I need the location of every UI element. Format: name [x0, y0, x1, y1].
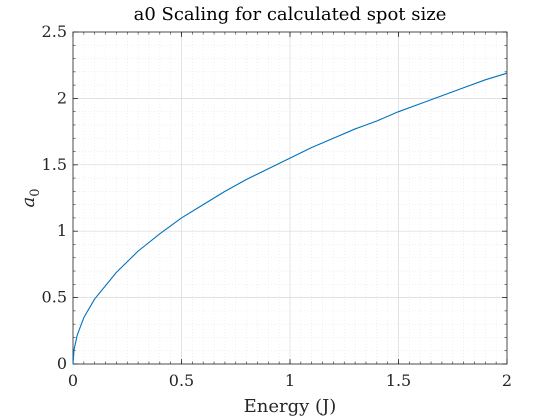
- series-layer: [72, 72, 508, 365]
- y-tick-labels: 0 0.5 1 1.5 2 2.5: [42, 22, 67, 373]
- y-tick-label: 1.5: [42, 155, 67, 174]
- x-tick-label: 2: [502, 371, 512, 390]
- y-tick-label: 0.5: [42, 288, 67, 307]
- y-tick-label: 2: [57, 88, 67, 107]
- y-tick-label: 0: [57, 354, 67, 373]
- x-tick-label: 1: [285, 371, 295, 390]
- x-tick-label: 1.5: [386, 371, 411, 390]
- y-tick-label: 1: [57, 221, 67, 240]
- y-tick-label: 2.5: [42, 22, 67, 41]
- x-axis-label: Energy (J): [244, 396, 337, 417]
- y-axis-label: a0: [18, 188, 43, 207]
- series-line: [72, 72, 508, 365]
- x-tick-label: 0.5: [169, 371, 194, 390]
- tick-marks: [72, 31, 508, 365]
- x-tick-label: 0: [68, 371, 78, 390]
- x-tick-labels: 0 0.5 1 1.5 2: [68, 371, 512, 390]
- chart-title: a0 Scaling for calculated spot size: [134, 4, 447, 25]
- y-axis-label-subscript: 0: [28, 188, 43, 196]
- y-axis-label-base: a: [18, 197, 39, 208]
